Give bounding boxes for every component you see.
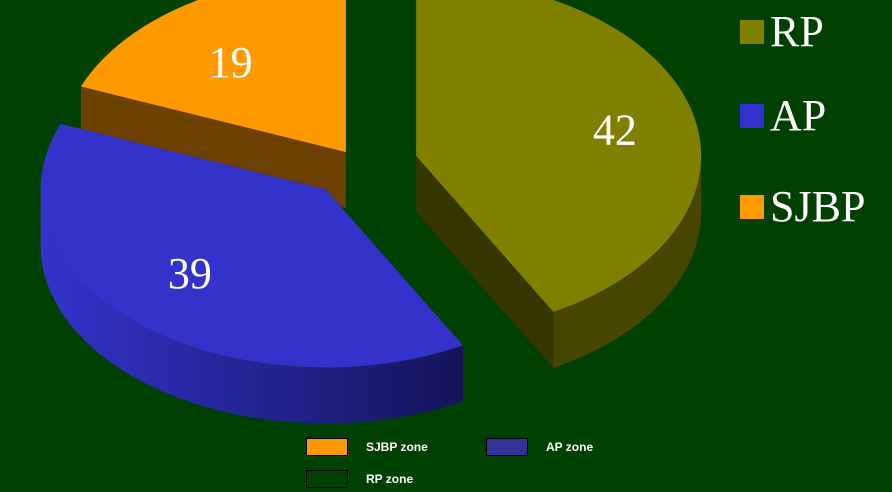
zone-legend-label-ap: AP zone [546,440,594,454]
pie-slice-side-ap-0 [40,189,463,424]
zone-legend-label-rp: RP zone [366,472,414,486]
zone-legend-swatch-ap [486,438,528,456]
data-label-ap: 39 [168,249,212,298]
pie-slice-top-sjbp [80,0,346,153]
legend-item-ap: AP [740,88,826,144]
zone-legend-item-rp: RP zone [306,470,413,488]
zone-legend-item-sjbp: SJBP zone [306,438,428,456]
pie-slice-top-rp [416,0,702,312]
legend-label-sjbp: SJBP [770,182,866,231]
zone-legend-item-ap: AP zone [486,438,593,456]
legend-swatch-rp [740,20,764,44]
data-label-rp: 42 [593,106,637,155]
legend-swatch-ap [740,104,764,128]
legend-swatch-sjbp [740,195,764,219]
pie-slice-rp [416,0,702,368]
data-label-sjbp: 19 [209,38,253,87]
pie-slice-ap [40,123,463,424]
zone-legend-label-sjbp: SJBP zone [366,440,428,454]
zone-legend: SJBP zone AP zone RP zone [300,434,660,492]
pie-slice-side-rp-0 [553,155,702,368]
pie-slice-wall-rp-1 [416,155,554,368]
zone-legend-swatch-sjbp [306,438,348,456]
legend-item-rp: RP [740,4,824,60]
zone-legend-swatch-rp [306,470,348,488]
legend-item-sjbp: SJBP [740,179,865,235]
legend-label-ap: AP [770,91,827,140]
pie-slice-sjbp [80,0,346,209]
pie-slice-wall-sjbp-0 [80,86,346,209]
legend-label-rp: RP [770,7,824,56]
pie-slice-top-ap [40,123,463,368]
